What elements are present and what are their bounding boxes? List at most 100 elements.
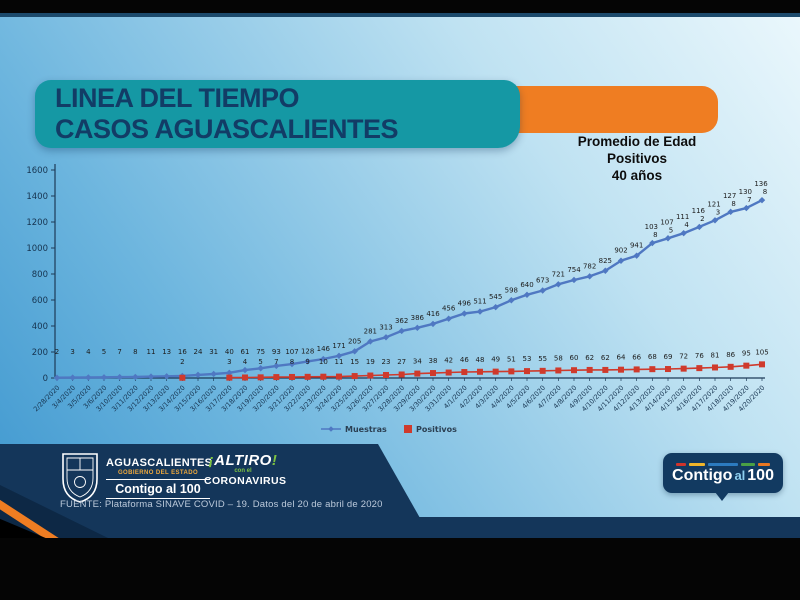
svg-text:13: 13 — [162, 348, 171, 356]
altiro-sub: con el — [234, 468, 252, 474]
svg-text:15: 15 — [350, 358, 359, 366]
title-banner: LINEA DEL TIEMPO CASOS AGUASCALIENTES — [35, 80, 520, 148]
svg-text:38: 38 — [429, 357, 438, 365]
svg-text:103: 103 — [645, 223, 658, 231]
svg-text:200: 200 — [32, 348, 48, 358]
svg-text:11: 11 — [147, 348, 156, 356]
timeline-chart-svg: 0 200 400 600 800 1000 1200 1400 1600 2/28/20203/… — [26, 164, 769, 434]
source-text: FUENTE: Plataforma SINAVE COVID – 19. Da… — [60, 499, 383, 510]
svg-text:68: 68 — [648, 353, 657, 361]
svg-text:64: 64 — [617, 354, 626, 362]
svg-text:72: 72 — [679, 353, 688, 361]
svg-text:76: 76 — [695, 352, 704, 360]
government-logo: AGUASCALIENTES GOBIERNO DEL ESTADO Conti… — [106, 457, 212, 499]
svg-text:1000: 1000 — [26, 244, 48, 254]
svg-text:62: 62 — [601, 354, 610, 362]
badge-dash — [676, 462, 686, 466]
muestras-labels: 2 3 4 5 7 8 11 13 16 24 31 40 61 75 93 107 128 146 1712052… — [55, 180, 768, 356]
svg-text:95: 95 — [742, 350, 751, 358]
svg-text:Muestras: Muestras — [345, 425, 387, 434]
footer-navy-panel — [0, 444, 420, 518]
svg-text:66: 66 — [632, 353, 641, 361]
svg-text:4: 4 — [243, 358, 248, 366]
svg-text:386: 386 — [411, 314, 425, 322]
svg-text:4: 4 — [684, 221, 689, 229]
svg-text:8: 8 — [763, 188, 767, 196]
svg-text:42: 42 — [444, 357, 453, 365]
altiro-excl-open: ¡ — [208, 452, 215, 469]
badge-dash — [689, 462, 705, 466]
svg-text:34: 34 — [413, 358, 422, 366]
footer-navy-strip — [0, 517, 800, 539]
svg-text:673: 673 — [536, 277, 549, 285]
altiro-excl-close: ! — [271, 452, 278, 469]
svg-text:24: 24 — [194, 348, 203, 356]
top-divider-line — [0, 13, 800, 17]
svg-text:754: 754 — [567, 266, 581, 274]
svg-text:136: 136 — [754, 180, 768, 188]
svg-text:40: 40 — [225, 348, 234, 356]
title-orange-accent — [505, 86, 718, 133]
annotation-line1: Promedio de Edad — [577, 134, 697, 149]
svg-text:Positivos: Positivos — [416, 425, 457, 434]
svg-text:49: 49 — [491, 356, 500, 364]
svg-text:2: 2 — [55, 348, 59, 356]
svg-text:5: 5 — [258, 358, 262, 366]
svg-text:10: 10 — [319, 358, 328, 366]
svg-text:3: 3 — [227, 358, 231, 366]
svg-text:31: 31 — [209, 348, 218, 356]
svg-text:416: 416 — [426, 310, 440, 318]
svg-text:8: 8 — [653, 231, 657, 239]
svg-text:496: 496 — [458, 300, 472, 308]
svg-text:23: 23 — [382, 358, 391, 366]
badge-dash — [758, 462, 770, 466]
svg-text:5: 5 — [102, 348, 106, 356]
positivos-series — [179, 361, 765, 381]
letterbox-top — [0, 0, 800, 13]
svg-text:11: 11 — [335, 358, 344, 366]
svg-text:127: 127 — [723, 192, 736, 200]
svg-text:46: 46 — [460, 356, 469, 364]
svg-text:456: 456 — [442, 305, 456, 313]
svg-text:7: 7 — [117, 348, 121, 356]
gov-logo-subtitle: GOBIERNO DEL ESTADO — [117, 470, 199, 476]
gov-logo-slogan: Contigo al 100 — [106, 479, 210, 499]
svg-text:1200: 1200 — [26, 218, 48, 228]
svg-text:9: 9 — [305, 358, 309, 366]
average-age-annotation: Promedio de Edad Positivos 40 años — [553, 133, 721, 184]
svg-text:205: 205 — [348, 337, 361, 345]
svg-text:105: 105 — [755, 348, 768, 356]
svg-text:545: 545 — [489, 293, 502, 301]
svg-text:400: 400 — [32, 322, 48, 332]
svg-text:1600: 1600 — [26, 166, 48, 176]
chart-axes: 0 200 400 600 800 1000 1200 1400 1600 — [26, 164, 765, 384]
badge-dash — [708, 462, 738, 466]
svg-text:171: 171 — [332, 342, 345, 350]
svg-text:55: 55 — [538, 355, 547, 363]
svg-text:941: 941 — [630, 242, 643, 250]
altiro-bottom: CORONAVIRUS — [204, 475, 287, 487]
svg-text:16: 16 — [178, 348, 187, 356]
positivos-labels: 2 3 4 5 7 8 9 10 11 15 19 23 27 34 38 42 46 48 49 51 53 55 58 6… — [180, 348, 769, 366]
svg-text:51: 51 — [507, 355, 516, 363]
svg-text:58: 58 — [554, 354, 563, 362]
svg-text:81: 81 — [711, 351, 720, 359]
svg-text:107: 107 — [285, 348, 298, 356]
svg-text:8: 8 — [731, 200, 735, 208]
svg-text:2: 2 — [180, 358, 184, 366]
svg-text:61: 61 — [241, 348, 250, 356]
svg-text:721: 721 — [552, 270, 565, 278]
svg-text:8: 8 — [290, 358, 294, 366]
badge-text: Contigo al 100 — [672, 466, 774, 484]
state-coat-of-arms-icon — [62, 453, 98, 503]
svg-text:8: 8 — [133, 348, 137, 356]
svg-text:511: 511 — [473, 298, 486, 306]
svg-text:4: 4 — [86, 348, 91, 356]
svg-text:75: 75 — [256, 348, 265, 356]
letterbox-bottom — [0, 538, 800, 600]
page-title-line2: CASOS AGUASCALIENTES — [55, 114, 399, 144]
svg-text:111: 111 — [676, 213, 689, 221]
svg-text:7: 7 — [274, 358, 278, 366]
svg-text:3: 3 — [70, 348, 74, 356]
